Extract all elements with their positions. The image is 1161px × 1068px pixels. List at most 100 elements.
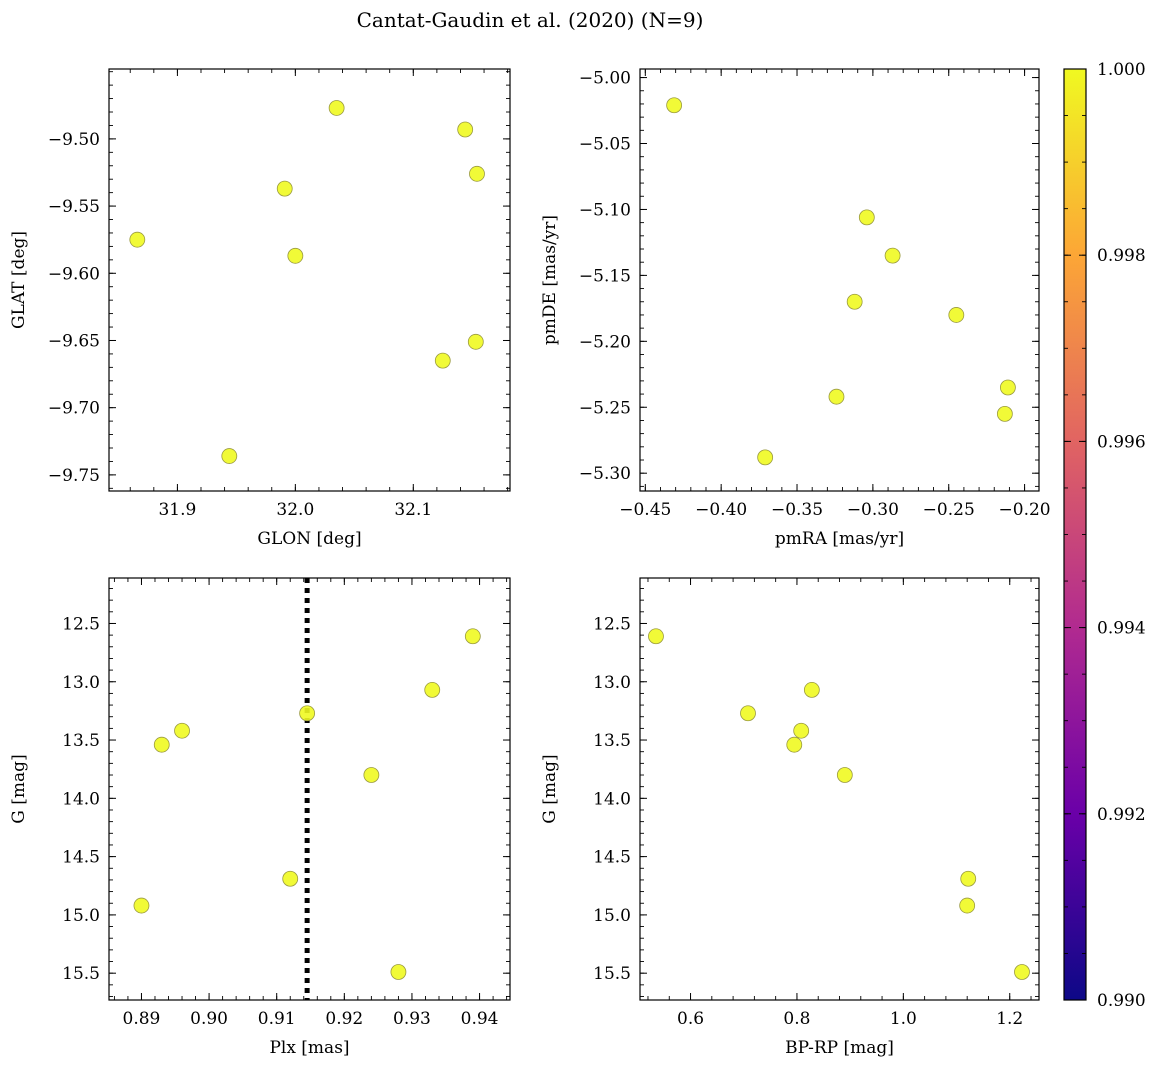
y-axis-label: pmDE [mas/yr] [540, 215, 560, 345]
y-tick-label: 12.5 [62, 614, 100, 634]
data-point [803, 682, 820, 698]
y-tick-label: 13.5 [62, 731, 100, 751]
y-tick-label: 12.5 [593, 614, 631, 634]
x-tick-label: 0.8 [783, 1009, 810, 1029]
x-tick-label: 31.9 [158, 500, 196, 520]
axes-frame [639, 577, 1040, 1001]
y-tick-label: 14.5 [593, 848, 631, 868]
x-axis-label: BP-RP [mag] [785, 1038, 894, 1058]
x-axis-label: Plx [mas] [269, 1038, 349, 1058]
data-point [434, 352, 451, 369]
data-point [836, 767, 853, 783]
x-tick-label: 0.92 [325, 1009, 363, 1029]
x-tick-label: 1.2 [996, 1009, 1023, 1029]
colorbar: 0.990 0.992 0.994 0.996 0.998 1.000 [1063, 60, 1146, 1011]
y-tick-label: −5.10 [579, 200, 631, 220]
data-point [328, 100, 345, 116]
y-tick-label: 15.5 [593, 964, 631, 984]
colorbar-tick-label: 0.996 [1097, 432, 1146, 452]
data-point [740, 705, 756, 722]
data-point [666, 97, 683, 114]
data-point [858, 209, 875, 226]
x-tick-label: 1.0 [890, 1009, 917, 1029]
y-tick-label: −9.70 [48, 399, 100, 419]
data-point [786, 736, 803, 753]
data-point [282, 870, 299, 887]
y-tick-label: 13.5 [593, 731, 631, 751]
data-point [424, 682, 441, 698]
data-point [467, 333, 484, 350]
figure-title: Cantat-Gaudin et al. (2020) (N=9) [357, 8, 704, 32]
y-tick-label: −9.60 [48, 264, 100, 284]
x-tick-label: −0.45 [619, 500, 671, 520]
x-tick-label: 32.0 [276, 500, 314, 520]
y-tick-label: −9.75 [48, 466, 100, 486]
x-tick-label: 0.6 [677, 1009, 704, 1029]
data-point [793, 722, 810, 739]
data-point [999, 379, 1016, 396]
panel-glon-glat: 31.9 32.0 32.1 −9.50 −9.55 −9.60 −9.65 −9.70 −9.… [9, 68, 511, 549]
y-tick-label: −9.65 [48, 331, 100, 351]
data-point [287, 247, 304, 264]
data-point [1014, 964, 1030, 980]
x-tick-label: −0.20 [999, 500, 1051, 520]
x-tick-label: −0.30 [847, 500, 899, 520]
data-point [959, 897, 976, 914]
y-tick-label: 15.5 [62, 964, 100, 984]
y-tick-label: 14.0 [62, 789, 100, 809]
data-point [299, 705, 316, 722]
y-tick-label: 15.0 [62, 906, 100, 926]
y-axis-label: G [mag] [9, 754, 29, 823]
y-tick-label: −5.05 [579, 135, 631, 155]
data-point [457, 121, 474, 138]
y-tick-label: 14.0 [593, 789, 631, 809]
x-tick-label: 0.91 [258, 1009, 296, 1029]
y-tick-label: −5.25 [579, 398, 631, 418]
colorbar-tick-label: 0.992 [1097, 805, 1146, 825]
y-tick-label: 13.0 [593, 673, 631, 693]
y-tick-label: −5.20 [579, 332, 631, 352]
colorbar-tick-label: 0.990 [1097, 991, 1146, 1011]
x-tick-label: 0.93 [393, 1009, 431, 1029]
axes-frame [639, 68, 1040, 492]
x-tick-label: −0.40 [695, 500, 747, 520]
data-point [469, 165, 485, 182]
x-axis-label: pmRA [mas/yr] [775, 529, 904, 549]
x-tick-label: −0.35 [771, 500, 823, 520]
data-point [884, 247, 901, 264]
data-point [757, 449, 774, 466]
data-point [133, 897, 150, 914]
x-tick-label: 32.1 [394, 500, 432, 520]
data-point [221, 448, 238, 464]
axes-frame [108, 68, 511, 492]
x-tick-label: 0.89 [123, 1009, 161, 1029]
colorbar-tick-label: 1.000 [1097, 60, 1146, 80]
x-tick-label: −0.25 [923, 500, 975, 520]
x-tick-label: 0.94 [461, 1009, 499, 1029]
colorbar-tick-label: 0.994 [1097, 619, 1146, 639]
data-point [948, 307, 965, 323]
data-point [363, 767, 380, 783]
panel-pmra-pmde: −0.45 −0.40 −0.35 −0.30 −0.25 −0.20 −5.00 −5.05… [540, 68, 1051, 549]
y-tick-label: −9.50 [48, 130, 100, 150]
panel-bprp-g: 0.6 0.8 1.0 1.2 12.5 13.0 13.5 14.0 14.5 15.0 15.5… [540, 577, 1040, 1058]
x-tick-label: 0.90 [190, 1009, 228, 1029]
data-point [276, 180, 293, 197]
data-point [129, 231, 146, 248]
data-point [648, 628, 664, 645]
y-tick-label: 15.0 [593, 906, 631, 926]
data-point [960, 870, 977, 887]
y-tick-label: 14.5 [62, 848, 100, 868]
data-point [174, 722, 190, 739]
data-point [464, 628, 481, 645]
colorbar-tick-label: 0.998 [1097, 246, 1146, 266]
data-point [846, 293, 863, 310]
x-axis-label: GLON [deg] [257, 529, 361, 549]
data-point [153, 736, 170, 753]
y-tick-label: −9.55 [48, 197, 100, 217]
data-point [828, 388, 845, 405]
y-axis-label: G [mag] [540, 754, 560, 823]
y-axis-label: GLAT [deg] [9, 231, 29, 329]
y-tick-label: 13.0 [62, 673, 100, 693]
